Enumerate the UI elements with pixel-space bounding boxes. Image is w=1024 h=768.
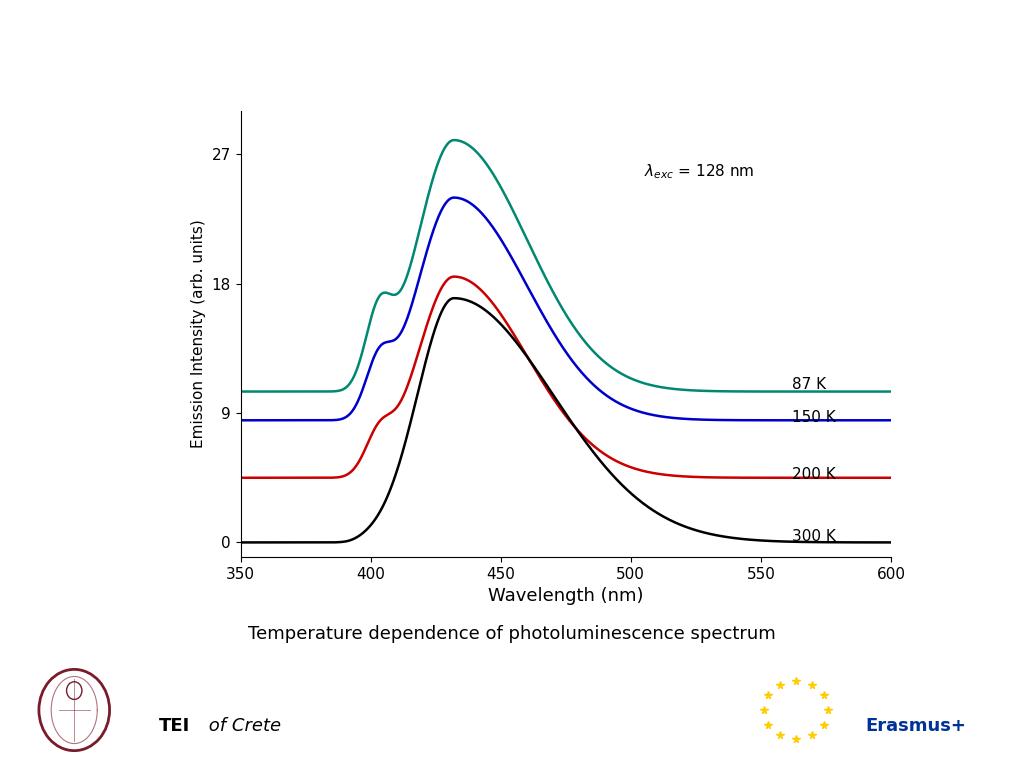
Text: 200 K: 200 K: [792, 468, 836, 482]
Text: Erasmus+: Erasmus+: [865, 717, 967, 735]
Text: of Crete: of Crete: [203, 717, 281, 735]
Text: TEI: TEI: [159, 717, 190, 735]
X-axis label: Wavelength (nm): Wavelength (nm): [488, 587, 643, 605]
Text: Temperature dependence of photoluminescence spectrum: Temperature dependence of photoluminesce…: [248, 624, 776, 643]
Text: 300 K: 300 K: [792, 529, 836, 545]
Y-axis label: Emission Intensity (arb. units): Emission Intensity (arb. units): [191, 220, 206, 449]
Text: 150 K: 150 K: [792, 410, 836, 425]
Text: $\lambda_{exc}$ = 128 nm: $\lambda_{exc}$ = 128 nm: [644, 162, 755, 180]
Text: 87 K: 87 K: [792, 377, 826, 392]
